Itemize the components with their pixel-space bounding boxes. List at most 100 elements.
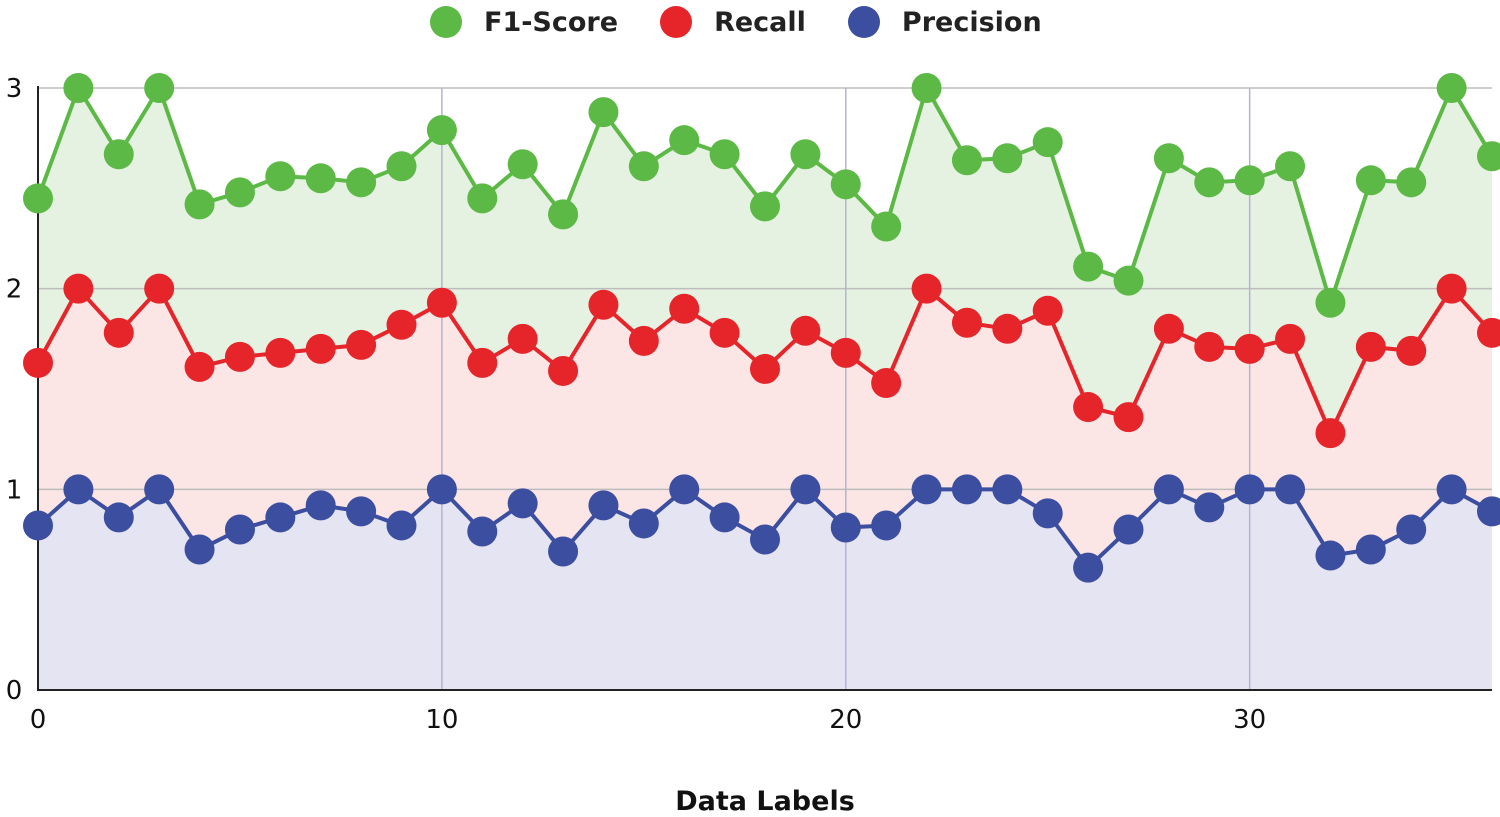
x-axis-title: Data Labels: [675, 786, 855, 817]
data-point: [224, 514, 255, 545]
data-point: [184, 189, 215, 220]
legend-label-precision: Precision: [901, 6, 1042, 38]
data-point: [1315, 540, 1346, 571]
data-point: [23, 510, 53, 541]
data-point: [63, 73, 94, 103]
data-point: [588, 490, 619, 521]
y-tick-label: 3: [6, 74, 23, 104]
legend-label-recall: Recall: [714, 6, 806, 38]
data-point: [1113, 402, 1144, 433]
data-point: [951, 474, 982, 505]
legend-item-recall[interactable]: Recall: [660, 6, 806, 38]
legend-item-f1-score[interactable]: F1-Score: [430, 6, 618, 38]
data-point: [1032, 127, 1063, 158]
legend-label-f1-score: F1-Score: [484, 6, 619, 38]
data-point: [426, 287, 457, 318]
data-point: [871, 510, 902, 541]
data-point: [144, 273, 175, 304]
data-point: [1477, 496, 1500, 527]
data-point: [386, 510, 417, 541]
data-point: [265, 161, 296, 192]
data-point: [1032, 295, 1063, 326]
data-point: [1436, 474, 1467, 505]
y-tick-label: 2: [6, 275, 23, 305]
data-point: [669, 474, 700, 505]
data-point: [1032, 498, 1063, 529]
data-point: [103, 317, 134, 348]
data-point: [992, 313, 1023, 344]
data-point: [951, 145, 982, 176]
legend: F1-Score Recall Precision: [430, 0, 1084, 44]
data-point: [1355, 534, 1386, 565]
data-point: [507, 488, 538, 519]
data-point: [628, 151, 659, 182]
series-points: [23, 73, 1500, 583]
data-point: [1153, 143, 1184, 174]
data-point: [790, 139, 821, 170]
data-point: [871, 211, 902, 242]
data-point: [1396, 514, 1427, 545]
legend-marker-precision: [847, 6, 880, 38]
x-tick-label: 10: [425, 705, 458, 735]
data-point: [1275, 474, 1306, 505]
data-point: [507, 149, 538, 180]
data-point: [1275, 151, 1306, 182]
data-point: [23, 183, 53, 214]
x-tick-label: 0: [30, 705, 47, 735]
data-point: [588, 97, 619, 128]
legend-item-precision[interactable]: Precision: [847, 6, 1042, 38]
data-point: [1194, 331, 1225, 362]
data-point: [1315, 287, 1346, 318]
data-point: [305, 333, 336, 364]
data-point: [1234, 474, 1265, 505]
data-point: [426, 115, 457, 146]
data-point: [911, 273, 942, 304]
data-point: [1113, 265, 1144, 296]
data-point: [709, 317, 740, 348]
data-point: [548, 199, 579, 230]
data-point: [790, 315, 821, 346]
data-point: [144, 474, 175, 505]
data-point: [548, 536, 579, 567]
data-point: [1073, 552, 1104, 583]
data-point: [63, 474, 94, 505]
data-point: [467, 183, 498, 214]
data-point: [1234, 165, 1265, 196]
data-point: [1396, 167, 1427, 198]
data-point: [386, 151, 417, 182]
data-point: [830, 512, 861, 543]
data-point: [628, 325, 659, 356]
data-point: [709, 502, 740, 533]
x-tick-label: 20: [829, 705, 862, 735]
data-point: [1073, 251, 1104, 282]
data-point: [346, 167, 377, 198]
data-point: [750, 353, 780, 384]
data-point: [265, 337, 296, 368]
data-point: [709, 139, 740, 170]
data-point: [1477, 141, 1500, 172]
data-point: [628, 508, 659, 539]
data-point: [1194, 167, 1225, 198]
data-point: [1355, 331, 1386, 362]
data-point: [1436, 73, 1467, 103]
data-point: [1275, 323, 1306, 354]
data-point: [305, 490, 336, 521]
data-point: [144, 73, 175, 103]
data-point: [224, 341, 255, 372]
data-point: [184, 534, 215, 565]
data-point: [1073, 392, 1104, 423]
data-point: [1153, 313, 1184, 344]
data-point: [548, 355, 579, 386]
data-point: [103, 139, 134, 170]
data-point: [265, 502, 296, 533]
data-point: [669, 293, 700, 324]
data-point: [992, 474, 1023, 505]
data-point: [951, 307, 982, 338]
data-point: [992, 143, 1023, 174]
data-point: [184, 351, 215, 382]
x-tick-label: 30: [1233, 705, 1266, 735]
data-point: [426, 474, 457, 505]
